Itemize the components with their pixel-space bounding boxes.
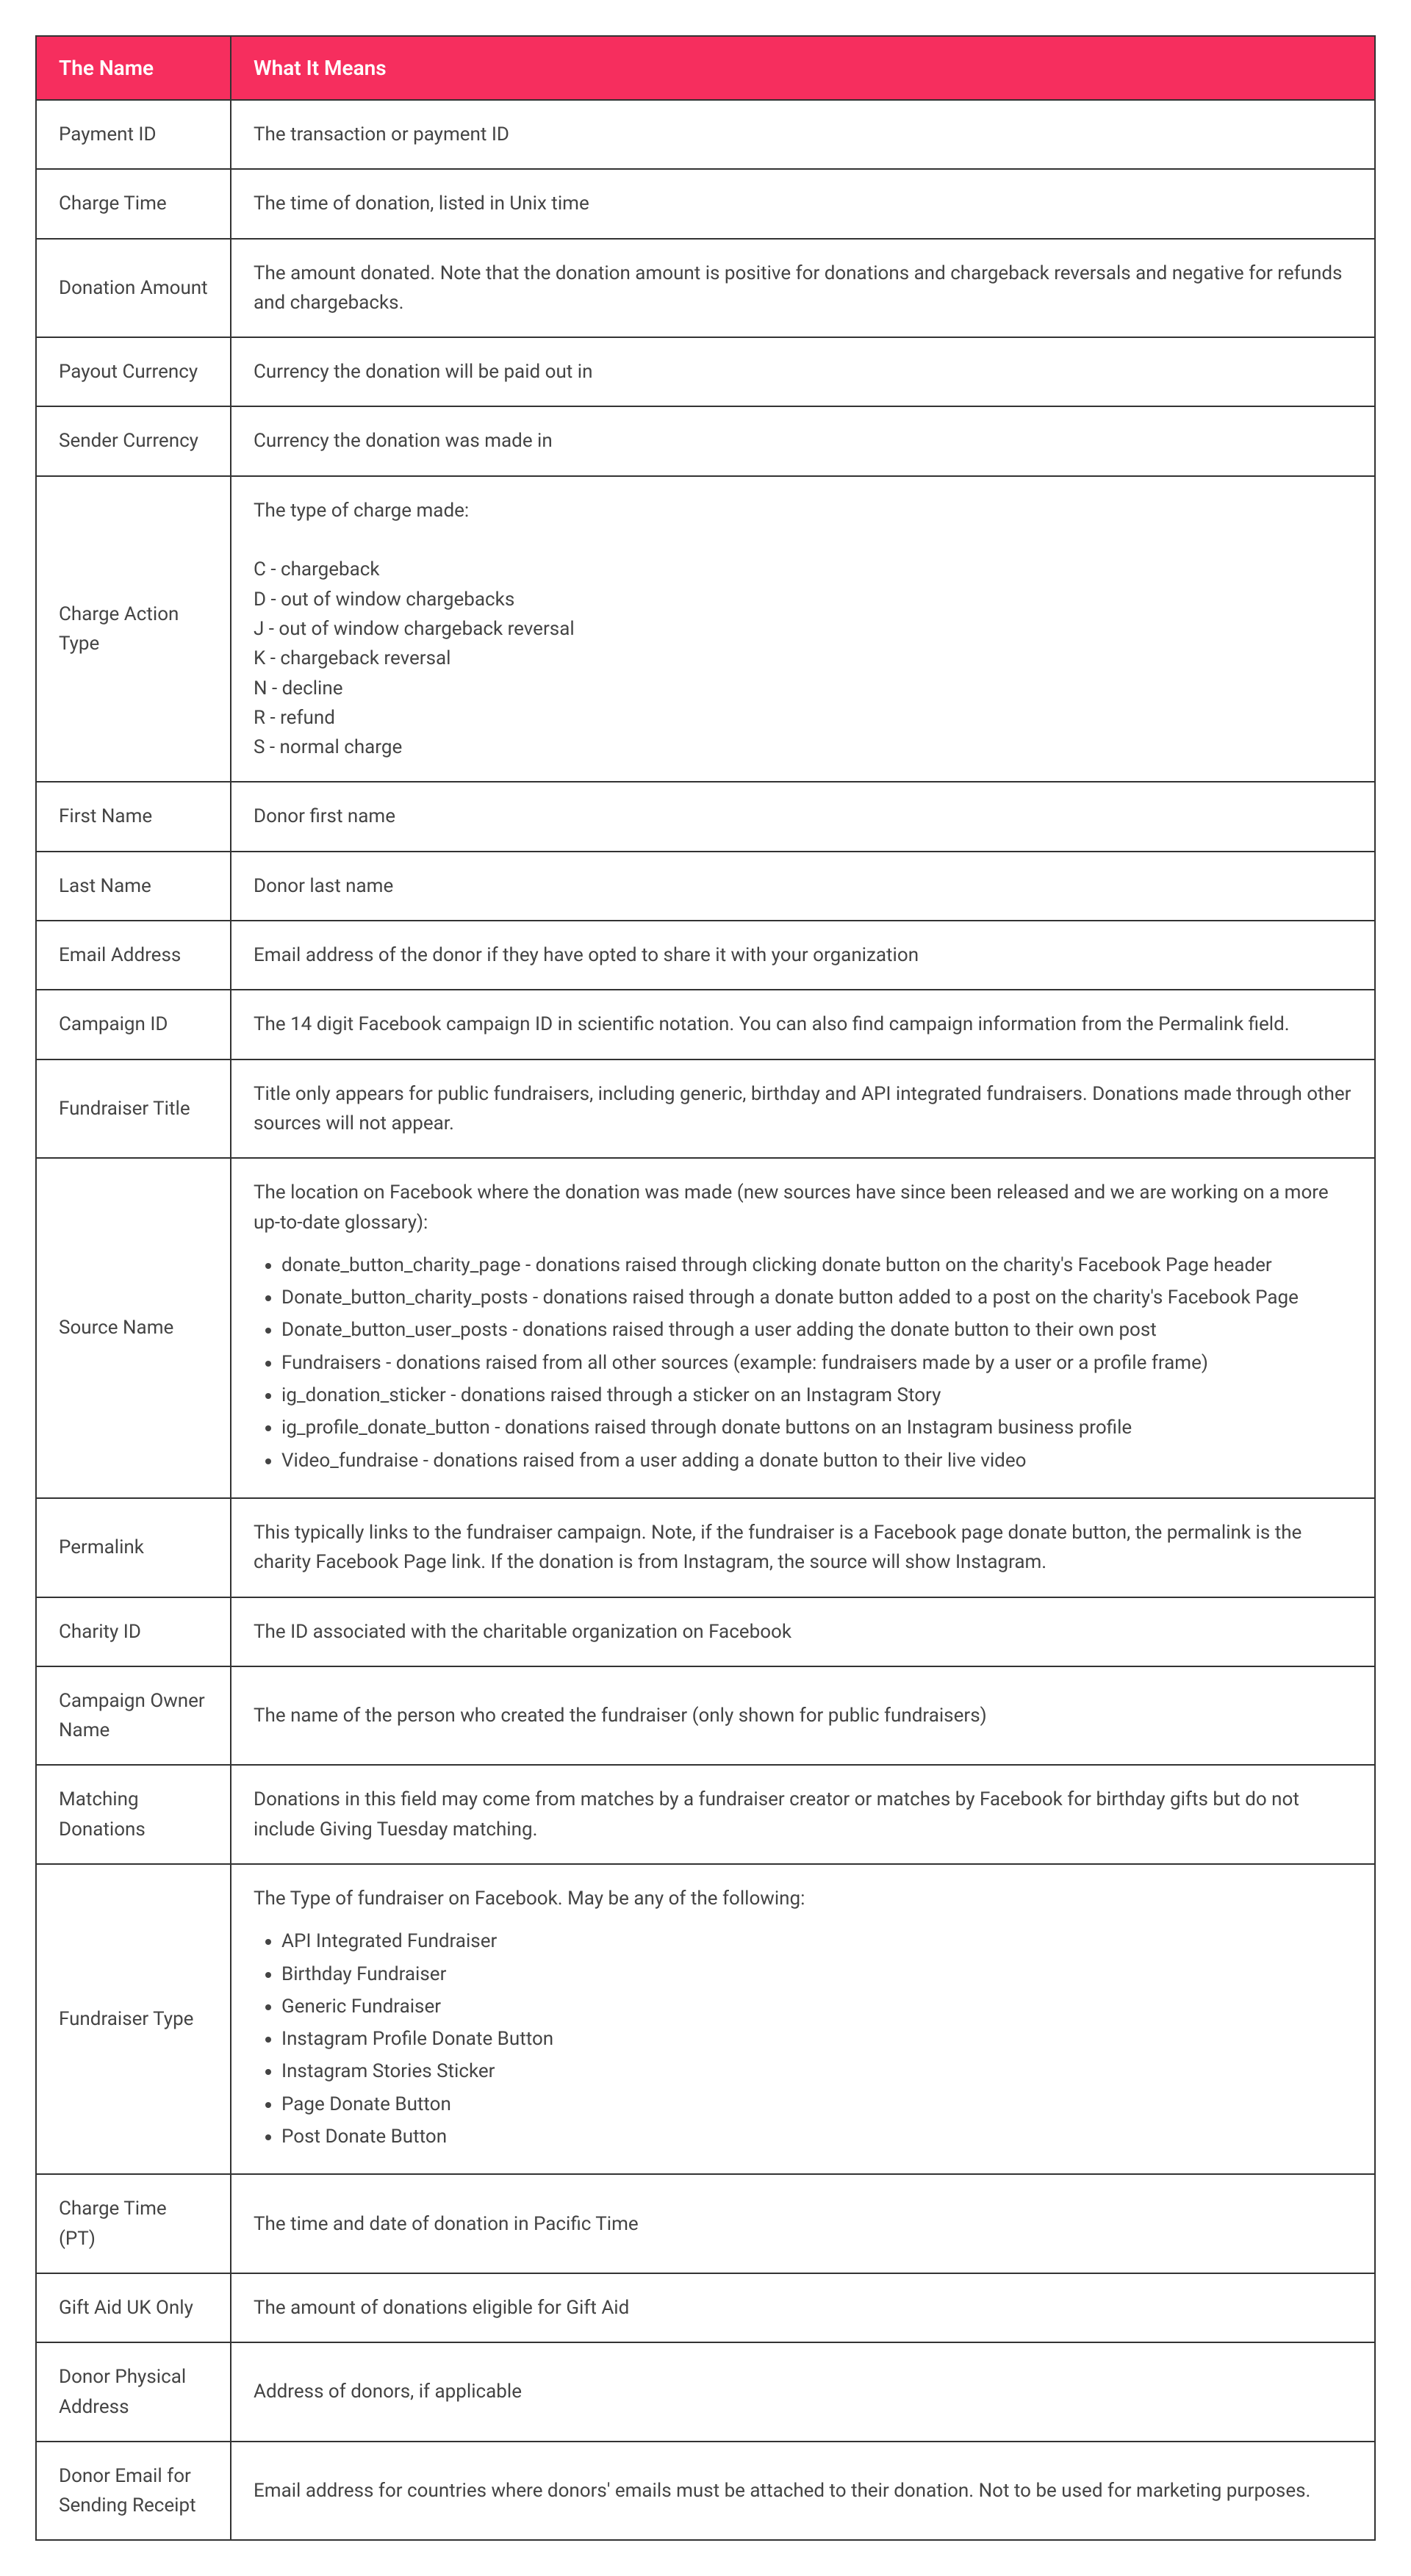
cell-meaning: The location on Facebook where the donat… [231, 1158, 1375, 1498]
cell-meaning: Currency the donation will be paid out i… [231, 337, 1375, 406]
table-row: Donation AmountThe amount donated. Note … [36, 239, 1375, 338]
list-item: ig_donation_sticker - donations raised t… [281, 1381, 1352, 1410]
table-row: Charity IDThe ID associated with the cha… [36, 1597, 1375, 1666]
table-row: Gift Aid UK OnlyThe amount of donations … [36, 2273, 1375, 2342]
list-intro: The location on Facebook where the donat… [254, 1178, 1352, 1237]
list-item: Post Donate Button [281, 2122, 1352, 2151]
cell-name: Payment ID [36, 100, 231, 169]
list-item: Donate_button_charity_posts - donations … [281, 1283, 1352, 1312]
list-item: Birthday Fundraiser [281, 1960, 1352, 1989]
cell-name: Permalink [36, 1498, 231, 1597]
cell-meaning: The type of charge made: C - chargeback … [231, 476, 1375, 782]
list-item: Video_fundraise - donations raised from … [281, 1446, 1352, 1475]
cell-name: Payout Currency [36, 337, 231, 406]
cell-meaning: Donor first name [231, 782, 1375, 851]
col-header-name: The Name [36, 36, 231, 100]
cell-meaning: The 14 digit Facebook campaign ID in sci… [231, 990, 1375, 1059]
list-item: Instagram Profile Donate Button [281, 2024, 1352, 2054]
list-item: API Integrated Fundraiser [281, 1926, 1352, 1956]
table-row: First NameDonor first name [36, 782, 1375, 851]
table-header-row: The Name What It Means [36, 36, 1375, 100]
cell-meaning: The name of the person who created the f… [231, 1666, 1375, 1766]
cell-meaning: The amount donated. Note that the donati… [231, 239, 1375, 338]
bullet-list: API Integrated Fundraiser Birthday Fundra… [254, 1926, 1352, 2151]
cell-meaning: The Type of fundraiser on Facebook. May … [231, 1864, 1375, 2174]
cell-name: Charity ID [36, 1597, 231, 1666]
table-row: Donor Email for Sending ReceiptEmail add… [36, 2442, 1375, 2541]
bullet-list: donate_button_charity_page - donations r… [254, 1251, 1352, 1475]
table-row: Campaign IDThe 14 digit Facebook campaig… [36, 990, 1375, 1059]
cell-name: Campaign Owner Name [36, 1666, 231, 1766]
cell-name: Donor Physical Address [36, 2342, 231, 2442]
cell-name: Charge Time [36, 169, 231, 238]
table-row: PermalinkThis typically links to the fun… [36, 1498, 1375, 1597]
cell-meaning: The transaction or payment ID [231, 100, 1375, 169]
cell-name: First Name [36, 782, 231, 851]
table-row: Source Name The location on Facebook wher… [36, 1158, 1375, 1498]
table-row: Fundraiser TitleTitle only appears for p… [36, 1059, 1375, 1159]
cell-name: Fundraiser Type [36, 1864, 231, 2174]
cell-name: Charge Time (PT) [36, 2174, 231, 2273]
cell-name: Sender Currency [36, 406, 231, 475]
cell-meaning: Email address of the donor if they have … [231, 921, 1375, 990]
cell-name: Donation Amount [36, 239, 231, 338]
table-row: Charge Action TypeThe type of charge mad… [36, 476, 1375, 782]
cell-meaning: Address of donors, if applicable [231, 2342, 1375, 2442]
cell-meaning: Donor last name [231, 852, 1375, 921]
cell-meaning: Donations in this field may come from ma… [231, 1765, 1375, 1864]
table-row: Matching DonationsDonations in this fiel… [36, 1765, 1375, 1864]
cell-name: Last Name [36, 852, 231, 921]
table-row: Payout CurrencyCurrency the donation wil… [36, 337, 1375, 406]
list-item: Instagram Stories Sticker [281, 2057, 1352, 2086]
table-row: Fundraiser Type The Type of fundraiser on… [36, 1864, 1375, 2174]
table-row: Charge TimeThe time of donation, listed … [36, 169, 1375, 238]
table-row: Campaign Owner NameThe name of the perso… [36, 1666, 1375, 1766]
cell-name: Gift Aid UK Only [36, 2273, 231, 2342]
cell-meaning: Currency the donation was made in [231, 406, 1375, 475]
cell-name: Source Name [36, 1158, 231, 1498]
cell-name: Matching Donations [36, 1765, 231, 1864]
cell-meaning: This typically links to the fundraiser c… [231, 1498, 1375, 1597]
cell-name: Fundraiser Title [36, 1059, 231, 1159]
list-item: donate_button_charity_page - donations r… [281, 1251, 1352, 1280]
cell-meaning: Email address for countries where donors… [231, 2442, 1375, 2541]
cell-meaning: The amount of donations eligible for Gif… [231, 2273, 1375, 2342]
list-item: Page Donate Button [281, 2090, 1352, 2119]
table-row: Payment IDThe transaction or payment ID [36, 100, 1375, 169]
cell-meaning: The time and date of donation in Pacific… [231, 2174, 1375, 2273]
cell-meaning: The time of donation, listed in Unix tim… [231, 169, 1375, 238]
table-row: Donor Physical AddressAddress of donors,… [36, 2342, 1375, 2442]
list-item: Generic Fundraiser [281, 1992, 1352, 2021]
table-row: Sender CurrencyCurrency the donation was… [36, 406, 1375, 475]
table-row: Email AddressEmail address of the donor … [36, 921, 1375, 990]
col-header-meaning: What It Means [231, 36, 1375, 100]
list-intro: The Type of fundraiser on Facebook. May … [254, 1884, 1352, 1913]
cell-name: Campaign ID [36, 990, 231, 1059]
cell-meaning: Title only appears for public fundraiser… [231, 1059, 1375, 1159]
multiline-text: The type of charge made: C - chargeback … [254, 496, 1352, 763]
table-row: Charge Time (PT)The time and date of don… [36, 2174, 1375, 2273]
list-item: ig_profile_donate_button - donations rai… [281, 1413, 1352, 1442]
cell-meaning: The ID associated with the charitable or… [231, 1597, 1375, 1666]
cell-name: Email Address [36, 921, 231, 990]
table-row: Last NameDonor last name [36, 852, 1375, 921]
cell-name: Donor Email for Sending Receipt [36, 2442, 231, 2541]
glossary-table: The Name What It Means Payment IDThe tra… [35, 35, 1376, 2541]
cell-name: Charge Action Type [36, 476, 231, 782]
list-item: Fundraisers - donations raised from all … [281, 1348, 1352, 1378]
list-item: Donate_button_user_posts - donations rai… [281, 1315, 1352, 1345]
